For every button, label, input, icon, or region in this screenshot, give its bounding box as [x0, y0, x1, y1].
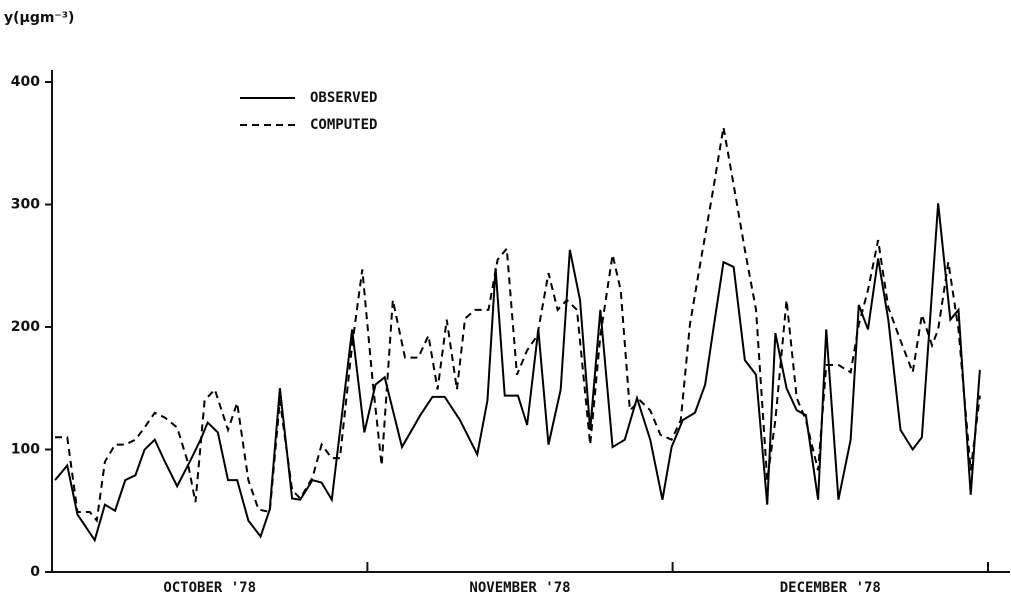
month-label: NOVEMBER '78 [469, 580, 570, 596]
y-tick-label: 0 [30, 564, 40, 580]
y-tick-label: 400 [11, 74, 40, 90]
y-tick-label: 100 [11, 442, 40, 458]
legend-label: COMPUTED [310, 117, 377, 133]
month-label: OCTOBER '78 [163, 580, 256, 596]
data-line [55, 127, 981, 523]
y-axis-label: y(μgm⁻³) [4, 10, 74, 26]
data-line [54, 203, 981, 543]
y-tick-label: 300 [11, 197, 40, 213]
month-label: DECEMBER '78 [780, 580, 881, 596]
y-tick-label: 200 [11, 319, 40, 335]
legend-label: OBSERVED [310, 90, 377, 106]
